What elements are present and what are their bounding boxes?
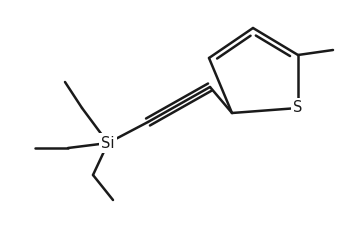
Text: S: S	[293, 101, 303, 115]
Text: Si: Si	[101, 136, 115, 150]
